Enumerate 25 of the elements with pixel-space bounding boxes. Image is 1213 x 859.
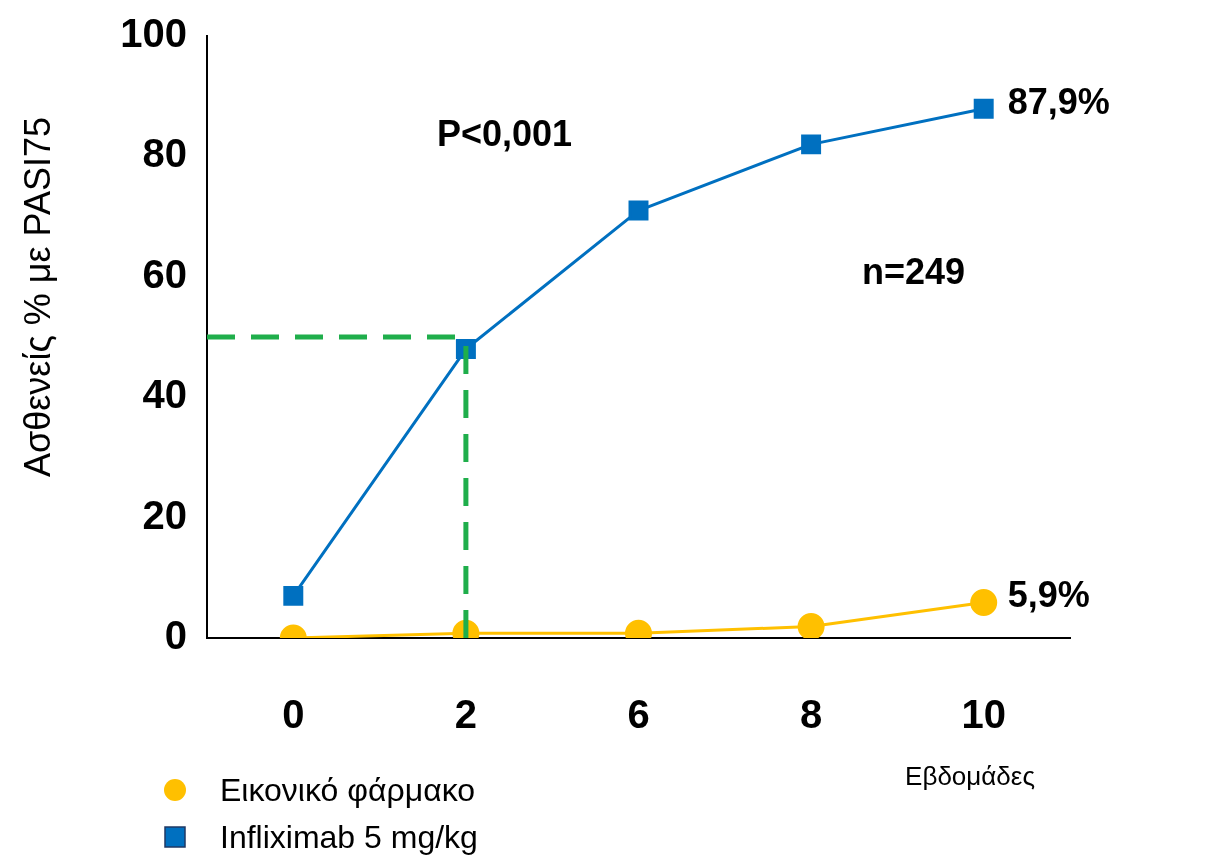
annotation: n=249	[862, 250, 966, 292]
point	[973, 98, 994, 119]
x-tick-label: 10	[961, 692, 1006, 737]
point	[628, 200, 649, 221]
data-label: 5,9%	[1007, 574, 1090, 616]
y-tick-label: 0	[164, 613, 187, 658]
y-tick-label: 40	[142, 372, 187, 417]
x-axis-title: Εβδομάδες	[905, 761, 1035, 792]
annotation: P<0,001	[437, 112, 573, 154]
y-tick-label: 80	[142, 131, 187, 176]
y-tick-label: 60	[142, 251, 187, 296]
x-tick-label: 2	[454, 692, 478, 737]
y-axis-title: Ασθενείς % με PASI75	[16, 117, 58, 477]
point	[801, 134, 822, 155]
point	[797, 613, 825, 638]
legend-label: Infliximab 5 mg/kg	[220, 818, 478, 855]
y-tick-label: 100	[120, 11, 187, 56]
legend-label: Εικονικό φάρμακο	[220, 771, 476, 808]
x-tick-label: 0	[282, 692, 305, 737]
y-tick-label: 20	[142, 492, 187, 537]
point	[970, 588, 998, 616]
point	[283, 585, 304, 606]
x-tick-label: 6	[627, 692, 650, 737]
x-tick-label: 8	[799, 692, 823, 737]
data-label: 87,9%	[1007, 80, 1110, 122]
